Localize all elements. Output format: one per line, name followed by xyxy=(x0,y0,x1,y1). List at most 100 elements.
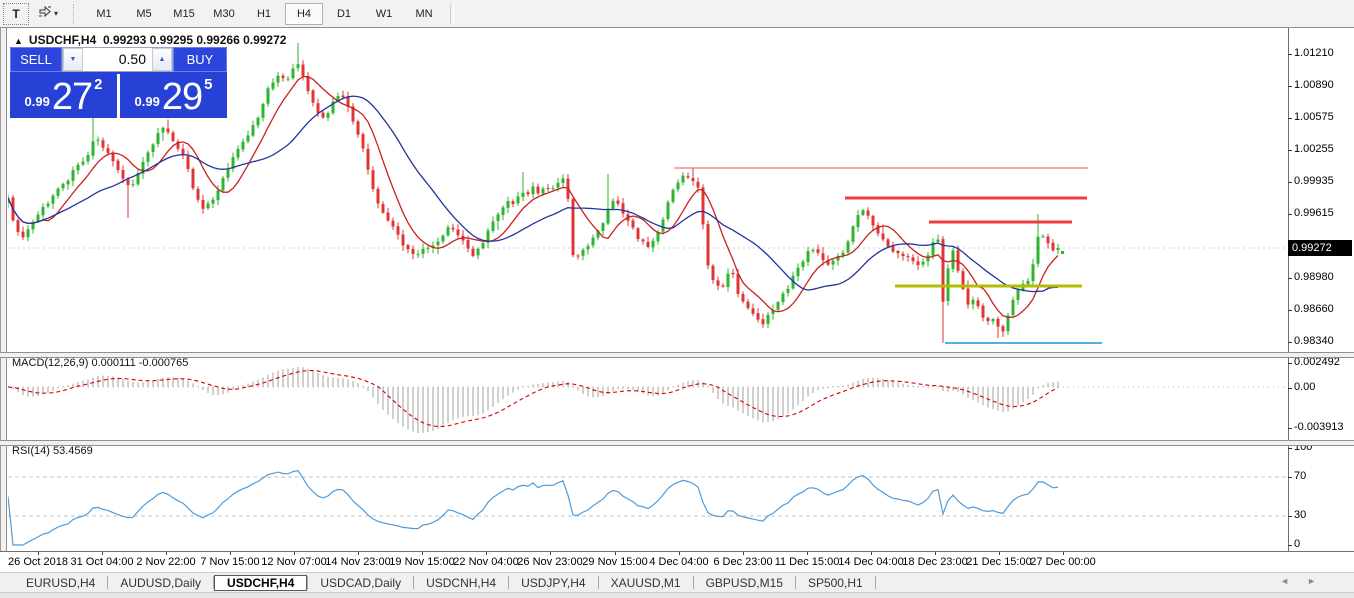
chart-tab-gbpusd-m15[interactable]: GBPUSD,M15 xyxy=(705,575,783,590)
date-axis: 26 Oct 2018 31 Oct 04:00 2 Nov 22:00 7 Nov … xyxy=(0,551,1354,572)
volume-increase-button[interactable]: ▲ xyxy=(152,48,172,71)
axis-label: 0.00 xyxy=(1294,381,1316,393)
tab-scroll-left-icon[interactable]: ◄ xyxy=(1280,576,1290,586)
buy-button[interactable]: BUY xyxy=(173,47,227,72)
chart-tab-usdjpy-h4[interactable]: USDJPY,H4 xyxy=(521,575,586,590)
date-label: 26 Oct 2018 xyxy=(8,556,68,568)
axis-tick xyxy=(1288,477,1292,478)
price-axis xyxy=(1288,28,1354,551)
axis-label: 0.002492 xyxy=(1294,356,1340,368)
timeframe-button-mn[interactable]: MN xyxy=(415,7,433,20)
panel-divider[interactable] xyxy=(0,352,1354,358)
sell-price-prefix: 0.99 xyxy=(24,94,50,109)
axis-label: 1.01210 xyxy=(1294,47,1334,59)
axis-tick xyxy=(1288,118,1292,119)
timeframe-button-group: M1 M5 M15 M30 H1 H4 D1 W1 MN xyxy=(84,2,444,25)
date-tick xyxy=(486,552,487,555)
axis-tick xyxy=(1288,342,1292,343)
chart-tab-usdchf-h4[interactable]: USDCHF,H4 xyxy=(214,574,308,591)
timeframe-button-h1[interactable]: H1 xyxy=(256,7,272,20)
date-label: 11 Dec 15:00 xyxy=(774,556,840,568)
date-tick xyxy=(935,552,936,555)
sell-button[interactable]: SELL xyxy=(10,47,62,72)
rsi-label: RSI(14) 53.4569 xyxy=(12,445,93,457)
date-label: 4 Dec 04:00 xyxy=(649,556,709,568)
axis-tick xyxy=(1288,54,1292,55)
dropdown-caret-icon: ▾ xyxy=(53,9,58,18)
chart-tab-xauusd-m1[interactable]: XAUUSD,M1 xyxy=(610,575,681,590)
date-tick xyxy=(743,552,744,555)
timeframe-button-m5[interactable]: M5 xyxy=(136,7,152,20)
tab-separator xyxy=(597,576,599,589)
chart-tab-bar: EURUSD,H4 AUDUSD,Daily USDCHF,H4 USDCAD,Dai… xyxy=(0,572,1354,592)
buy-price-sup: 5 xyxy=(204,76,213,93)
date-tick xyxy=(358,552,359,555)
date-label: 14 Dec 04:00 xyxy=(838,556,904,568)
date-tick xyxy=(38,552,39,555)
text-tool-button[interactable]: T xyxy=(3,2,29,25)
timeframe-button-h4[interactable]: H4 xyxy=(285,2,323,25)
tab-separator xyxy=(107,576,109,589)
date-label: 7 Nov 15:00 xyxy=(200,556,260,568)
chart-tab-audusd-daily[interactable]: AUDUSD,Daily xyxy=(120,575,202,590)
chart-shift-tool-button[interactable]: ▾ xyxy=(31,3,65,25)
sell-price-big: 27 xyxy=(51,76,93,118)
date-label: 31 Oct 04:00 xyxy=(70,556,134,568)
chart-tab-eurusd-h4[interactable]: EURUSD,H4 xyxy=(26,575,96,590)
date-label: 18 Dec 23:00 xyxy=(902,556,968,568)
chart-left-border xyxy=(0,28,7,551)
chart-tab-usdcnh-h4[interactable]: USDCNH,H4 xyxy=(426,575,497,590)
macd-label: MACD(12,26,9) 0.000111 -0.000765 xyxy=(12,357,189,369)
date-tick xyxy=(1063,552,1064,555)
date-tick xyxy=(615,552,616,555)
collapse-triangle-icon[interactable]: ▲ xyxy=(14,36,23,46)
axis-tick xyxy=(1288,388,1292,389)
axis-tick xyxy=(1288,516,1292,517)
timeframe-button-w1[interactable]: W1 xyxy=(375,7,393,20)
tab-scroll-right-icon[interactable]: ► xyxy=(1307,576,1316,586)
tab-separator xyxy=(413,576,415,589)
buy-price-big: 29 xyxy=(161,76,203,118)
date-label: 12 Nov 07:00 xyxy=(261,556,327,568)
timeframe-button-m15[interactable]: M15 xyxy=(173,7,195,20)
ohlc-values: 0.99293 0.99295 0.99266 0.99272 xyxy=(102,33,287,47)
date-label: 29 Nov 15:00 xyxy=(582,556,648,568)
chart-title: ▲ USDCHF,H4 0.99293 0.99295 0.99266 0.992… xyxy=(14,33,286,47)
date-tick xyxy=(679,552,680,555)
main-price-chart[interactable] xyxy=(8,30,1288,352)
buy-price-display[interactable]: 0.99 29 5 xyxy=(120,74,227,118)
tab-separator xyxy=(692,576,694,589)
double-arrow-icon xyxy=(38,5,52,22)
date-tick xyxy=(422,552,423,555)
date-tick xyxy=(230,552,231,555)
chart-tab-usdcad-daily[interactable]: USDCAD,Daily xyxy=(320,575,402,590)
axis-tick xyxy=(1288,363,1292,364)
volume-decrease-button[interactable]: ▼ xyxy=(63,48,83,71)
macd-indicator-chart[interactable] xyxy=(8,356,1288,440)
date-label: 21 Dec 15:00 xyxy=(966,556,1032,568)
date-tick xyxy=(871,552,872,555)
rsi-indicator-chart[interactable] xyxy=(8,444,1288,551)
chart-tab-sp500-h1[interactable]: SP500,H1 xyxy=(807,575,863,590)
timeframe-button-m1[interactable]: M1 xyxy=(96,7,112,20)
sell-price-display[interactable]: 0.99 27 2 xyxy=(10,74,117,118)
axis-label: 30 xyxy=(1294,509,1307,521)
toolbar-groove xyxy=(450,3,454,24)
timeframe-button-m30[interactable]: M30 xyxy=(213,7,235,20)
date-tick xyxy=(807,552,808,555)
axis-label: 0 xyxy=(1294,538,1301,550)
axis-label: 0.98340 xyxy=(1294,335,1334,347)
current-price-box: 0.99272 xyxy=(1288,240,1352,256)
tab-separator xyxy=(794,576,796,589)
axis-label: 1.00255 xyxy=(1294,143,1334,155)
tab-separator xyxy=(508,576,510,589)
timeframe-button-d1[interactable]: D1 xyxy=(336,7,352,20)
one-click-trading-panel: SELL ▼ 0.50 ▲ BUY 0.99 27 2 0.99 29 5 xyxy=(10,47,227,118)
symbol-period-label: USDCHF,H4 xyxy=(28,33,97,47)
buy-price-prefix: 0.99 xyxy=(134,94,160,109)
axis-label: 0.98980 xyxy=(1294,271,1334,283)
volume-input[interactable]: 0.50 xyxy=(83,48,152,71)
panel-divider[interactable] xyxy=(0,440,1354,446)
date-label: 2 Nov 22:00 xyxy=(136,556,196,568)
